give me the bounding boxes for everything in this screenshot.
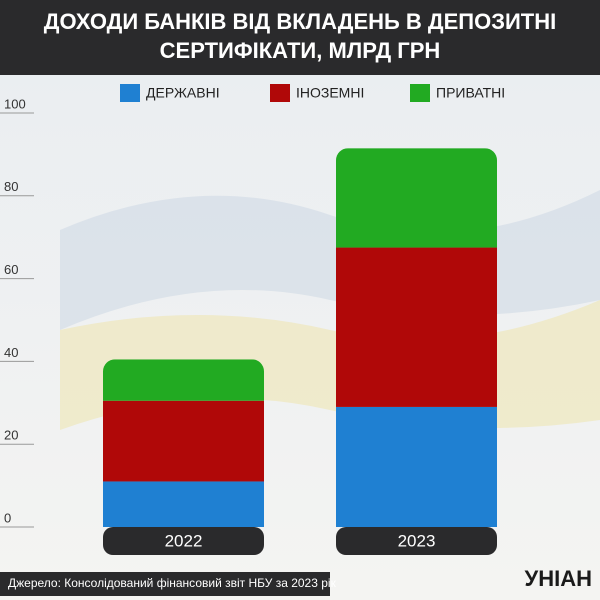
- legend-swatch: [120, 84, 140, 102]
- legend-swatch: [410, 84, 430, 102]
- y-tick-label: 60: [4, 262, 18, 277]
- x-tick-label: 2023: [398, 531, 436, 550]
- bar-segment: [103, 359, 264, 401]
- bar-segment: [336, 148, 497, 248]
- footer: [0, 572, 330, 596]
- bar-group: [336, 148, 497, 527]
- y-tick-label: 20: [4, 428, 18, 443]
- category-box: [336, 527, 497, 555]
- y-tick-label: 80: [4, 179, 18, 194]
- chart-title: СЕРТИФІКАТИ, МЛРД ГРН: [160, 38, 441, 63]
- legend-label: ДЕРЖАВНІ: [146, 85, 220, 101]
- legend-swatch: [270, 84, 290, 102]
- y-tick-label: 0: [4, 510, 11, 525]
- chart-title: ДОХОДИ БАНКІВ ВІД ВКЛАДЕНЬ В ДЕПОЗИТНІ: [44, 9, 556, 34]
- x-tick-label: 2022: [165, 531, 203, 550]
- bar-segment: [336, 247, 497, 407]
- brand-logo: УНІАН: [525, 566, 592, 591]
- legend-label: ПРИВАТНІ: [436, 85, 505, 101]
- y-tick-label: 40: [4, 345, 18, 360]
- source: Джерело: Консолідований фінансовий звіт …: [8, 576, 337, 590]
- bar-group: [103, 359, 264, 527]
- category-box: [103, 527, 264, 555]
- y-tick-label: 100: [4, 96, 26, 111]
- bar-segment: [103, 481, 264, 527]
- bar-segment: [336, 406, 497, 527]
- bar-segment: [103, 400, 264, 482]
- header: [0, 0, 600, 75]
- legend-label: ІНОЗЕМНІ: [296, 85, 364, 101]
